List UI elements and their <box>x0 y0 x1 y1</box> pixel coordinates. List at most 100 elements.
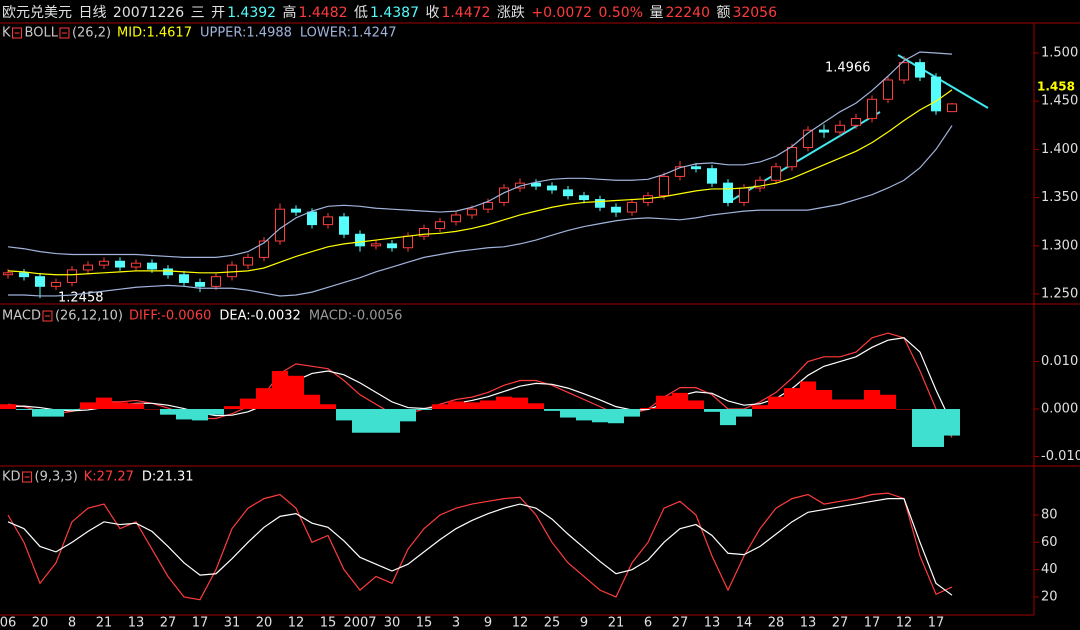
candle-body <box>451 214 461 223</box>
histogram-bar <box>368 409 384 433</box>
icon <box>22 471 33 483</box>
y-tick-label: 60 <box>1041 535 1058 550</box>
candle-body <box>115 260 125 268</box>
x-tick-label: 20 <box>256 616 273 630</box>
x-tick-label: 13 <box>800 616 817 630</box>
candle-body <box>19 272 29 278</box>
candle-body <box>611 206 621 213</box>
panel-title: K <box>2 26 11 41</box>
histogram-bar <box>16 409 32 410</box>
y-tick-label: 1.350 <box>1041 190 1078 205</box>
field-value: 1.4392 <box>227 5 277 21</box>
candle-body <box>899 62 909 81</box>
histogram-bar <box>544 409 560 411</box>
study-name: BOLL <box>25 26 59 41</box>
histogram-bar <box>160 409 176 415</box>
candle-body <box>755 179 765 189</box>
histogram-bar <box>0 404 16 409</box>
candle-body <box>387 243 397 249</box>
histogram-bar <box>656 395 672 409</box>
histogram-bar <box>400 409 416 422</box>
candle-body <box>259 240 269 258</box>
candle-body <box>627 201 637 213</box>
histogram-bar <box>432 404 448 409</box>
y-tick-label: 0.000 <box>1041 402 1078 417</box>
x-tick-label: 12 <box>288 616 305 630</box>
histogram-bar <box>496 396 512 409</box>
field-label: 涨跌 <box>496 5 525 21</box>
x-tick-label: 27 <box>160 616 177 630</box>
x-tick-label: 27 <box>832 616 849 630</box>
candle-body <box>499 187 509 203</box>
candle-body <box>483 201 493 210</box>
legend-entry: K:27.27 <box>84 470 134 485</box>
params: (26,12,10) <box>55 309 123 324</box>
candle-body <box>211 276 221 287</box>
histogram-bar <box>304 394 320 409</box>
header: 欧元兑美元 日线 20071226 三 开 1.4392 高 1.4482 低 1.4… <box>2 2 779 22</box>
x-tick-label: 30 <box>384 616 401 630</box>
histogram-bar <box>96 397 112 409</box>
histogram-bar <box>864 390 880 409</box>
candle-body <box>339 216 349 235</box>
x-tick-label: 17 <box>928 616 945 630</box>
volume-label: 量 <box>649 5 664 21</box>
histogram-bar <box>672 392 688 409</box>
x-tick-label: 28 <box>768 616 785 630</box>
legend-entry: D:21.31 <box>142 470 194 485</box>
x-tick-label: 17 <box>864 616 881 630</box>
candle-body <box>195 281 205 287</box>
histogram-bar <box>256 388 272 409</box>
y-tick-label: 20 <box>1041 589 1058 604</box>
field-value: +0.0072 <box>531 5 593 21</box>
x-tick-label: 25 <box>544 616 561 630</box>
y-tick-label: 1.250 <box>1041 287 1078 302</box>
icon <box>59 27 70 39</box>
candle-body <box>563 189 573 197</box>
candle-body <box>163 268 173 276</box>
date: 20071226 <box>112 5 185 21</box>
icon <box>12 27 23 39</box>
params: (9,3,3) <box>35 470 78 485</box>
series-line <box>7 51 953 258</box>
x-tick-label: 12 <box>896 616 913 630</box>
y-tick-label: 80 <box>1041 508 1058 523</box>
x-tick-label: 17 <box>192 616 209 630</box>
panel-title: MACD <box>2 309 41 324</box>
legend-entry: MID:1.4617 <box>117 26 192 41</box>
y-tick-label: 1.500 <box>1041 45 1078 60</box>
candle-body <box>35 276 45 287</box>
panel-title: KD <box>2 470 21 485</box>
field-value: 1.4387 <box>369 5 419 21</box>
candle-body <box>3 272 13 276</box>
histogram-bar <box>176 409 192 420</box>
histogram-bar <box>80 402 96 409</box>
x-tick-label: 21 <box>608 616 625 630</box>
histogram-bar <box>912 409 928 447</box>
histogram-bar <box>144 409 160 410</box>
amount: 32056 <box>732 5 777 21</box>
histogram-bar <box>224 406 240 409</box>
histogram-bar <box>784 388 800 409</box>
histogram-bar <box>880 394 896 409</box>
histogram-bar <box>320 404 336 409</box>
candle-body <box>787 146 797 168</box>
candle-body <box>691 166 701 170</box>
x-tick-label: 9 <box>580 616 588 630</box>
x-tick-label: 14 <box>736 616 753 630</box>
field-label: 收 <box>425 5 440 21</box>
x-tick-label: 21 <box>96 616 113 630</box>
x-tick-label: 6 <box>644 616 652 630</box>
field-value: 1.4482 <box>298 5 348 21</box>
candle-body <box>147 262 157 270</box>
candle-body <box>435 221 445 229</box>
histogram-bar <box>928 409 944 447</box>
x-tick-label: 27 <box>672 616 689 630</box>
y-tick-label: -0.010 <box>1041 449 1080 464</box>
legend-entry: MACD:-0.0056 <box>309 309 403 324</box>
histogram-bar <box>288 375 304 409</box>
histogram-bar <box>384 409 400 433</box>
legend-entry: UPPER:1.4988 <box>200 26 292 41</box>
candle-body <box>403 235 413 249</box>
